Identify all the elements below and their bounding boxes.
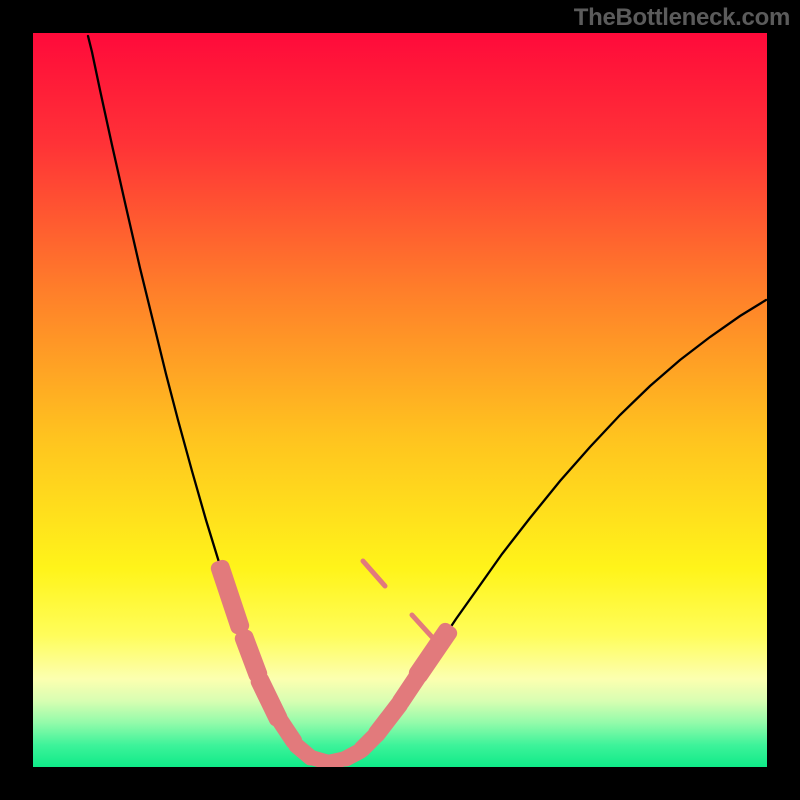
gradient-background <box>33 33 767 767</box>
frame-border-bottom <box>0 767 800 800</box>
chart-container: TheBottleneck.com <box>0 0 800 800</box>
watermark-text: TheBottleneck.com <box>574 4 790 32</box>
chart-svg <box>0 0 800 800</box>
frame-border-left <box>0 0 33 800</box>
frame-border-right <box>767 0 800 800</box>
